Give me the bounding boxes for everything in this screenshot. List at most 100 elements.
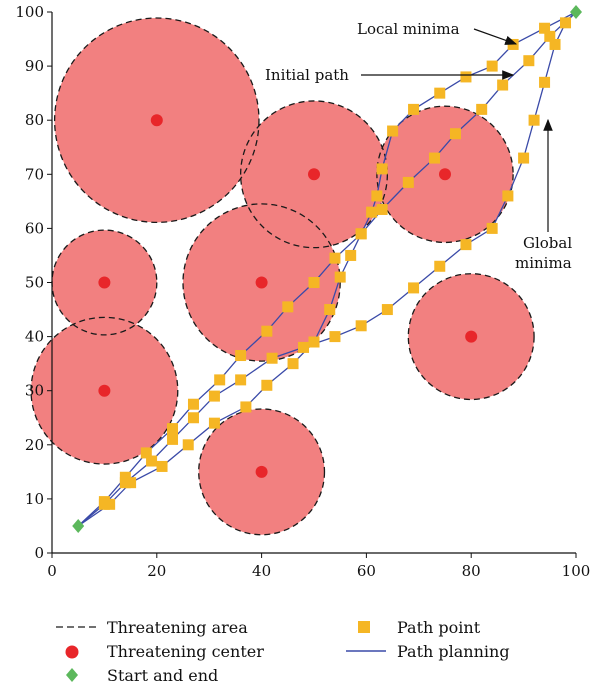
path-point-2-16 [486,222,498,234]
threat-area-outline-5 [30,316,179,465]
legend-blue-line-icon [346,650,386,652]
threat-center-1 [308,168,320,181]
path-point-2-20 [539,76,551,88]
start-marker [72,518,85,533]
path-point-1-13 [355,228,367,240]
y-tick-label-10: 10 [25,490,44,508]
x-tick-label-80: 80 [462,562,481,580]
chart-canvas: 0 20 40 60 80 100 0 10 20 30 40 50 60 70 80 90 100 Local… [15,3,590,580]
path-point-2-13 [408,282,420,294]
path-point-1-3 [156,460,168,472]
legend-red-dot-icon [65,645,79,659]
threat-area-outline-7 [198,408,326,536]
path-points [98,17,572,510]
path-point-1-19 [434,87,446,99]
path-point-1-14 [366,206,378,218]
legend-yellow-square-icon [358,621,370,633]
threat-center-3 [98,276,111,289]
path-point-0-11 [329,252,341,264]
path-point-1-16 [376,163,388,175]
path-point-2-22 [560,17,572,29]
threat-centers [98,114,478,478]
y-tick-label-90: 90 [25,57,44,75]
y-tick-label-100: 100 [15,3,44,21]
path-point-2-17 [502,190,514,202]
path-point-1-18 [408,103,420,115]
threat-center-7 [255,465,268,478]
y-tick-label-60: 60 [25,219,44,237]
threat-area-outline-0 [53,17,260,224]
path-point-2-18 [518,152,530,164]
path-point-1-23 [539,22,551,34]
annotation-initial-path: Initial path [265,66,349,84]
path-point-1-5 [208,417,220,429]
legend-dashed-line-icon [56,626,100,628]
path-point-0-19 [523,55,535,67]
path-point-1-20 [460,71,472,83]
path-point-2-3 [146,455,158,467]
path-point-0-16 [449,128,461,140]
path-point-1-22 [507,38,519,50]
legend-threatening-area: Threatening area [107,618,248,637]
path-point-2-5 [187,412,199,424]
path-point-0-3 [140,447,152,459]
path-point-1-17 [387,125,399,137]
path-point-0-8 [261,325,273,337]
path-point-0-17 [476,103,488,115]
path-point-2-2 [119,477,131,489]
path-point-2-6 [208,390,220,402]
legend-start-and-end: Start and end [107,666,219,685]
y-tick-label-80: 80 [25,111,44,129]
legend: Threatening area Threatening center Star… [0,610,606,695]
threat-center-4 [255,276,268,289]
path-point-1-11 [334,271,346,283]
x-tick-label-20: 20 [147,562,166,580]
path-point-1-12 [345,249,357,261]
threat-center-6 [465,330,478,343]
path-point-0-15 [429,152,441,164]
path-point-0-14 [402,176,414,188]
path-point-2-10 [329,331,341,343]
threat-center-2 [439,168,451,181]
tick-labels: 0 20 40 60 80 100 0 10 20 30 40 50 60 70 80 90 100 [15,3,590,580]
path-point-0-6 [214,374,226,386]
path-point-2-7 [235,374,247,386]
path-point-0-18 [497,79,509,91]
series-line-0 [77,11,577,527]
x-tick-label-100: 100 [562,562,591,580]
path-point-1-15 [371,190,383,202]
path-point-2-11 [355,320,367,332]
path-point-1-8 [287,358,299,370]
path-point-0-9 [282,301,294,313]
path-point-1-4 [182,439,194,451]
path-point-0-4 [167,423,179,435]
legend-threatening-center: Threatening center [107,642,264,661]
x-tick-label-0: 0 [47,562,57,580]
path-point-2-1 [98,498,110,510]
end-marker [570,5,582,19]
x-tick-label-40: 40 [252,562,271,580]
path-point-2-12 [381,304,393,316]
threat-area-outline-6 [407,273,535,401]
y-tick-label-70: 70 [25,165,44,183]
path-point-0-20 [544,30,556,42]
threat-center-5 [98,384,111,397]
path-point-0-5 [187,398,199,410]
arrow-local-minima [473,28,518,45]
path-point-2-4 [167,433,179,445]
y-tick-label-50: 50 [25,274,44,292]
annotation-minima: minima [515,254,572,272]
x-tick-label-60: 60 [357,562,376,580]
path-point-0-10 [308,277,320,288]
annotation-global: Global [523,234,572,252]
path-point-0-7 [235,350,247,362]
legend-green-diamond-icon [66,668,78,682]
path-point-2-21 [549,38,561,50]
path-point-2-9 [298,341,310,353]
y-tick-label-30: 30 [25,382,44,400]
path-point-2-15 [460,239,472,251]
axes [47,11,577,558]
threat-center-0 [150,114,163,127]
y-tick-label-0: 0 [34,544,44,562]
annotations: Local minima Initial path Global minima [265,20,572,272]
